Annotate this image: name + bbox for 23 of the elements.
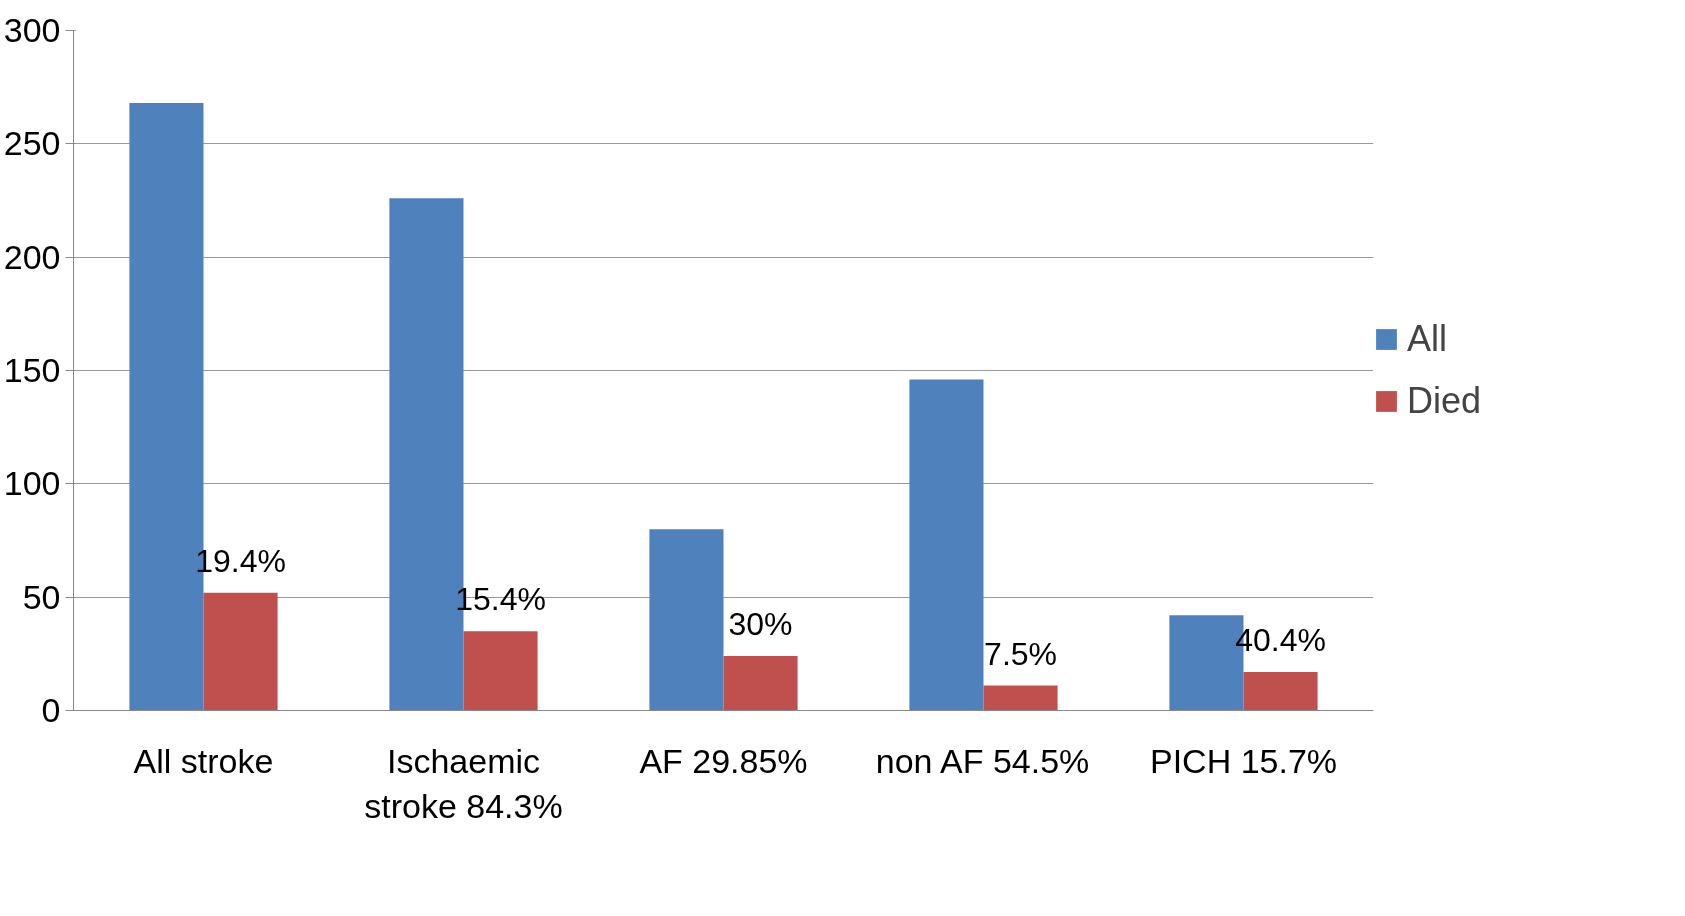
y-tick-label: 50 xyxy=(22,577,61,616)
annotation: 30% xyxy=(728,606,793,643)
bar xyxy=(983,685,1058,711)
y-tick-label: 300 xyxy=(3,11,61,49)
bar xyxy=(649,529,724,711)
bar xyxy=(1243,671,1318,711)
y-tick-label: 0 xyxy=(41,691,61,729)
y-tick-label: 150 xyxy=(3,351,61,389)
bar xyxy=(909,379,984,711)
y-tick-label: 250 xyxy=(3,124,61,163)
y-tick-label: 100 xyxy=(3,464,61,503)
legend-label: All xyxy=(1407,318,1448,360)
x-tick-label: AF 29.85% xyxy=(639,741,808,780)
bar xyxy=(463,631,538,711)
annotation: 7.5% xyxy=(984,635,1058,672)
bar xyxy=(203,592,278,711)
x-tick-label: PICH 15.7% xyxy=(1149,741,1338,780)
x-tick-label: All stroke xyxy=(133,741,274,780)
bar xyxy=(723,656,798,711)
x-tick-label: non AF 54.5% xyxy=(875,741,1090,780)
y-tick-label: 200 xyxy=(3,237,61,276)
x-tick-label: Ischaemic stroke 84.3% xyxy=(364,741,563,826)
legend-label: Died xyxy=(1407,380,1482,422)
